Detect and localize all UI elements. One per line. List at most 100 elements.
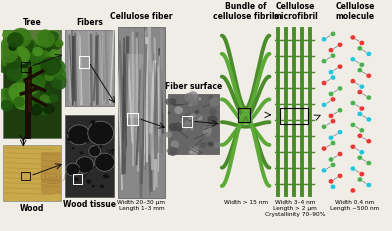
Text: Fiber surface: Fiber surface [165,82,222,91]
Circle shape [36,29,54,46]
Circle shape [100,184,104,188]
Circle shape [7,67,22,81]
Circle shape [22,39,34,51]
Circle shape [198,97,201,100]
Circle shape [16,75,27,85]
Circle shape [89,146,101,157]
Bar [127,113,138,125]
Circle shape [68,125,90,145]
Bar [21,172,30,180]
Circle shape [16,51,31,64]
Circle shape [350,188,356,193]
Circle shape [30,99,40,108]
Circle shape [213,141,221,148]
Bar [65,30,114,106]
Circle shape [169,123,178,131]
Circle shape [96,136,101,140]
Circle shape [74,177,79,181]
Bar [238,108,250,122]
Circle shape [328,48,334,53]
Circle shape [47,31,59,42]
Bar [4,145,61,201]
Circle shape [49,60,65,74]
Bar [73,174,82,184]
Circle shape [198,117,201,120]
Circle shape [8,43,17,51]
Circle shape [366,117,372,122]
Circle shape [189,103,192,107]
Circle shape [167,147,178,156]
Circle shape [359,40,365,46]
Circle shape [25,99,34,107]
Bar [28,67,32,112]
Circle shape [26,61,44,77]
Bar [182,116,192,127]
Circle shape [7,32,24,48]
Circle shape [328,135,334,140]
Circle shape [10,28,32,48]
Circle shape [359,171,365,177]
Circle shape [94,146,98,149]
Circle shape [106,175,109,178]
Circle shape [357,177,363,182]
Circle shape [177,122,183,127]
Circle shape [359,62,365,67]
Circle shape [4,61,21,77]
Circle shape [197,119,200,122]
Bar [79,56,89,68]
Circle shape [357,68,363,73]
Circle shape [0,60,12,73]
Text: Width > 15 nm: Width > 15 nm [223,200,268,205]
Circle shape [25,80,41,94]
Text: Width 0.4 nm
Length ~500 nm: Width 0.4 nm Length ~500 nm [330,200,379,211]
Circle shape [200,142,206,148]
Circle shape [51,39,62,50]
Circle shape [357,133,363,138]
Circle shape [20,57,31,67]
Circle shape [350,100,356,106]
Circle shape [350,57,356,62]
Circle shape [184,93,194,102]
Circle shape [6,60,27,79]
Circle shape [359,106,365,111]
Circle shape [29,50,44,64]
Circle shape [32,60,51,77]
Circle shape [173,122,183,131]
Circle shape [321,168,327,173]
Circle shape [92,185,95,188]
Circle shape [9,66,22,78]
Circle shape [79,167,82,170]
Circle shape [76,157,94,173]
Circle shape [166,149,170,152]
Circle shape [33,68,47,81]
Circle shape [29,49,47,64]
Text: Wood tissue: Wood tissue [63,200,116,209]
Circle shape [0,58,9,66]
Circle shape [330,140,336,146]
Circle shape [337,64,343,69]
Circle shape [49,94,59,103]
Circle shape [72,147,74,149]
Circle shape [171,152,176,155]
Circle shape [1,37,18,53]
Text: Cellulose fiber: Cellulose fiber [110,12,172,21]
Circle shape [188,91,198,100]
Circle shape [359,84,365,89]
Circle shape [210,97,220,106]
Circle shape [174,106,183,114]
Circle shape [66,163,80,176]
Circle shape [168,111,171,114]
Circle shape [35,34,48,46]
Circle shape [328,157,334,162]
Circle shape [350,35,356,40]
Circle shape [71,129,74,132]
Circle shape [321,124,327,129]
Circle shape [40,57,61,76]
Circle shape [11,47,32,66]
Circle shape [350,144,356,149]
Circle shape [21,30,31,40]
Circle shape [321,146,327,151]
Circle shape [366,73,372,78]
Circle shape [95,153,114,171]
Text: Fibers: Fibers [76,18,103,27]
